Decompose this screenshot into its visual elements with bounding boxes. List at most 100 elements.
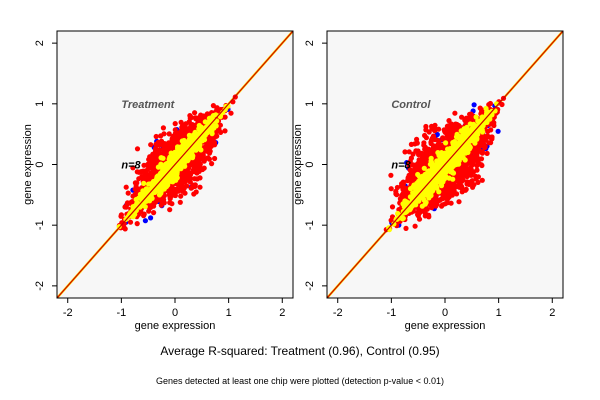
data-point xyxy=(447,160,453,166)
x-tick-label: -1 xyxy=(386,307,396,319)
data-point xyxy=(405,178,411,184)
data-point xyxy=(145,197,151,203)
data-point xyxy=(198,112,204,118)
data-point xyxy=(145,166,151,173)
data-point xyxy=(477,105,483,111)
data-point xyxy=(428,140,434,147)
data-point xyxy=(167,207,173,213)
data-point xyxy=(153,145,159,151)
identity-line-red xyxy=(327,31,563,298)
data-point xyxy=(130,165,136,171)
data-point xyxy=(181,169,187,175)
data-point xyxy=(130,193,136,199)
data-point xyxy=(184,146,190,152)
data-point xyxy=(458,177,464,183)
data-point xyxy=(488,127,494,133)
data-point xyxy=(151,210,157,216)
data-point xyxy=(148,142,154,148)
data-point xyxy=(148,215,154,221)
data-point xyxy=(169,178,175,184)
data-point xyxy=(450,140,456,146)
data-point xyxy=(123,184,129,190)
data-point xyxy=(413,193,419,199)
data-point xyxy=(172,131,178,137)
data-point xyxy=(141,180,147,186)
data-point xyxy=(180,144,186,150)
data-point xyxy=(194,170,200,176)
data-point xyxy=(466,181,472,187)
data-point xyxy=(209,141,215,147)
data-point xyxy=(175,144,181,150)
data-point xyxy=(169,137,175,143)
x-tick-label: 0 xyxy=(172,307,178,319)
data-point xyxy=(209,161,215,167)
data-point xyxy=(434,137,440,143)
data-point xyxy=(169,201,175,207)
data-point xyxy=(222,128,228,134)
data-point xyxy=(436,157,442,163)
data-point xyxy=(192,182,198,188)
data-point xyxy=(189,122,195,128)
data-point xyxy=(423,135,429,141)
data-point xyxy=(398,183,404,189)
data-point xyxy=(422,171,428,177)
data-point xyxy=(436,152,442,158)
data-point xyxy=(158,155,164,161)
data-point xyxy=(441,145,447,151)
data-point xyxy=(190,159,196,165)
data-point xyxy=(134,180,140,186)
data-point xyxy=(479,177,485,183)
data-point xyxy=(177,186,184,192)
data-point xyxy=(429,205,435,211)
data-point xyxy=(434,202,440,208)
x-tick-label: 2 xyxy=(549,307,555,319)
y-tick-label: -2 xyxy=(34,281,46,291)
data-point xyxy=(453,157,459,163)
y-axis-label: gene expression xyxy=(292,124,304,205)
data-point xyxy=(158,202,164,208)
data-point xyxy=(150,151,156,157)
data-point xyxy=(408,167,414,174)
data-point xyxy=(187,115,193,121)
identity-line-red xyxy=(57,31,293,298)
data-point xyxy=(425,189,431,195)
data-point xyxy=(164,177,170,183)
panel-annotation: n=8 xyxy=(391,160,411,172)
y-tick-label: 1 xyxy=(304,101,316,107)
data-point xyxy=(199,166,206,173)
data-point xyxy=(439,203,445,209)
y-tick-label: -2 xyxy=(304,281,316,291)
data-point xyxy=(463,142,469,148)
x-tick-label: -2 xyxy=(63,307,73,319)
data-point xyxy=(134,221,140,227)
data-point xyxy=(446,156,452,162)
data-point xyxy=(161,186,167,192)
data-point xyxy=(182,190,188,196)
data-point xyxy=(444,200,450,206)
data-point xyxy=(187,172,193,178)
data-point xyxy=(438,181,444,187)
data-point xyxy=(191,146,197,152)
data-point xyxy=(475,174,481,180)
data-point xyxy=(402,198,408,204)
data-point xyxy=(134,146,141,152)
data-point xyxy=(416,152,422,158)
data-point xyxy=(204,147,210,153)
data-point xyxy=(210,113,216,119)
data-point xyxy=(161,131,167,137)
data-point xyxy=(197,184,203,190)
data-point xyxy=(173,153,179,159)
data-point xyxy=(417,195,423,201)
data-point xyxy=(181,137,187,144)
data-point xyxy=(166,131,172,137)
data-point xyxy=(436,146,442,152)
data-point xyxy=(444,123,450,129)
y-tick-label: 2 xyxy=(304,40,316,46)
data-point xyxy=(484,150,490,156)
y-tick-label: -1 xyxy=(34,220,46,230)
data-point xyxy=(388,172,394,178)
y-axis-label: gene expression xyxy=(22,124,34,205)
data-point xyxy=(225,103,231,109)
data-point xyxy=(167,172,173,178)
